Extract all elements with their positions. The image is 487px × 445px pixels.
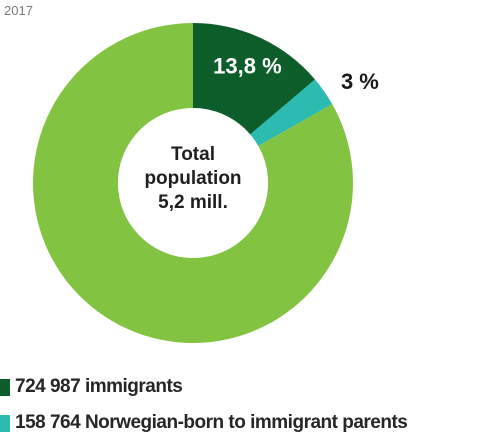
year-label: 2017 [4, 3, 33, 18]
legend-swatch-immigrants [0, 378, 10, 396]
legend-label-norwegian-born: 158 764 Norwegian-born to immigrant pare… [15, 412, 408, 433]
donut-hole [118, 108, 268, 258]
donut-slices [33, 23, 354, 343]
legend-item-norwegian-born: 158 764 Norwegian-born to immigrant pare… [0, 412, 408, 434]
center-label-line3: 5,2 mill. [158, 192, 228, 213]
slice-label-1: 13,8 % [213, 53, 282, 78]
legend-item-immigrants: 724 987 immigrants [0, 376, 183, 398]
donut-slice-3 [33, 23, 354, 343]
slice-labels: 13,8 % 3 % [213, 53, 379, 94]
donut-slice-1 [193, 23, 315, 135]
donut-slice-2 [250, 79, 333, 147]
legend-swatch-norwegian-born [0, 414, 10, 432]
slice-label-2: 3 % [341, 69, 379, 94]
legend-label-immigrants: 724 987 immigrants [15, 376, 183, 397]
center-label-line1: Total [171, 144, 215, 165]
center-label-line2: population [144, 168, 241, 189]
